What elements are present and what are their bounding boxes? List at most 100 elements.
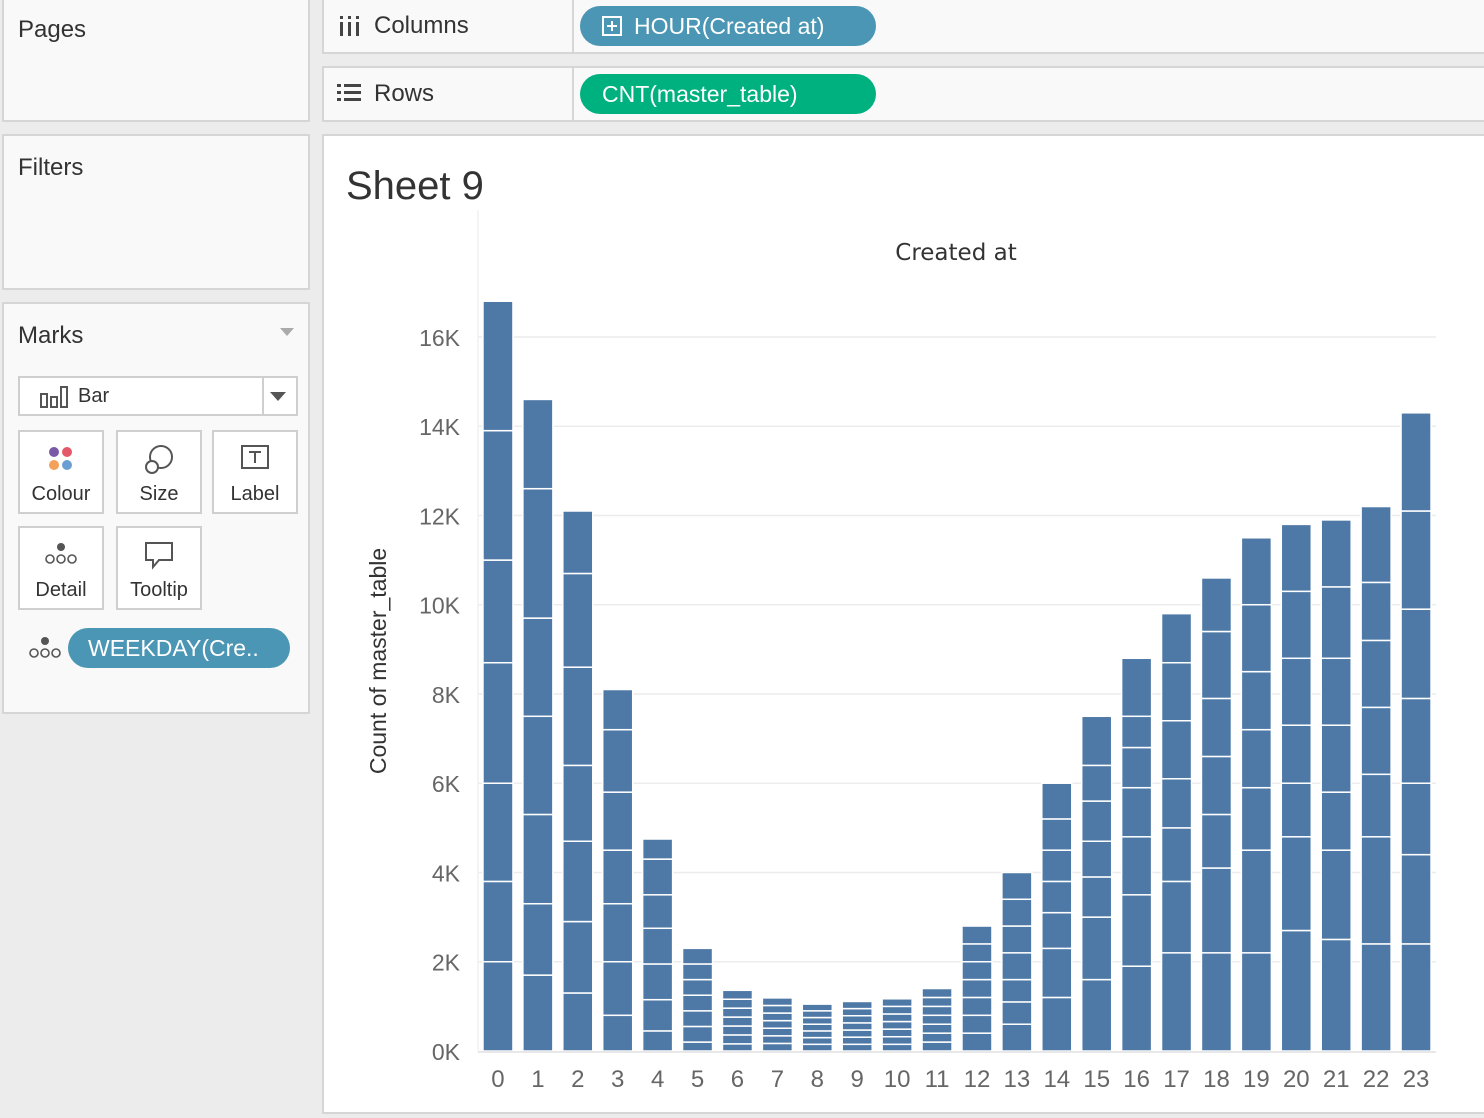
x-tick-label: 20: [1283, 1066, 1310, 1093]
bar-segment: [1280, 724, 1313, 784]
bar-segment: [1240, 603, 1273, 673]
bar-segment: [1360, 639, 1392, 709]
y-axis-title: Count of master_table: [365, 548, 391, 774]
bar-segment: [601, 960, 634, 1017]
x-tick-label: 16: [1123, 1066, 1150, 1093]
bar-segment: [1001, 871, 1033, 901]
bar-segment: [562, 510, 594, 575]
bar-segment: [841, 1007, 873, 1017]
colour-button[interactable]: Colour: [18, 430, 104, 514]
text-label-icon: [241, 445, 269, 469]
sheet-title: Sheet 9: [346, 164, 484, 208]
x-tick-label: 3: [611, 1066, 624, 1093]
tooltip-button[interactable]: Tooltip: [116, 526, 202, 610]
bar-segment: [1240, 728, 1273, 789]
expand-plus-icon[interactable]: [602, 16, 622, 36]
y-tick-label: 6K: [432, 771, 461, 797]
bar-segment: [601, 688, 634, 731]
bar-segment: [1041, 818, 1073, 851]
bar-segment: [1360, 581, 1392, 642]
x-tick-label: 1: [531, 1066, 544, 1093]
bar-segment: [522, 902, 554, 976]
bar-segment: [1080, 715, 1113, 767]
bar-segment: [841, 1022, 873, 1031]
colour-dots-icon: [49, 447, 72, 470]
bar-segment: [921, 1032, 953, 1043]
bar-segment: [641, 894, 674, 930]
x-tick-label: 9: [851, 1066, 864, 1093]
bar-segment: [801, 1023, 834, 1032]
bar-segment: [1200, 755, 1233, 816]
bar-segment: [681, 1010, 714, 1028]
x-tick-label: 8: [811, 1066, 824, 1093]
detail-button[interactable]: Detail: [18, 526, 104, 610]
label-button[interactable]: Label: [212, 430, 298, 514]
bar-segment: [1160, 719, 1193, 780]
x-tick-label: 19: [1243, 1066, 1270, 1093]
bar-segment: [1041, 880, 1073, 914]
bar-segment: [522, 715, 554, 816]
bar-segment: [1120, 657, 1153, 718]
bar-segment: [761, 1012, 794, 1022]
bar-segment: [601, 902, 634, 963]
filters-title: Filters: [18, 154, 84, 181]
bar-segment: [562, 992, 594, 1052]
bar-segment: [1160, 661, 1193, 722]
bar-segment: [1320, 849, 1352, 941]
bar-segment: [1120, 965, 1153, 1052]
bar-segment: [681, 1041, 714, 1052]
chevron-down-icon: [270, 392, 286, 401]
x-tick-label: 4: [651, 1066, 664, 1093]
bar-segment: [721, 1043, 754, 1052]
bar-segment: [921, 1041, 953, 1052]
y-tick-label: 16K: [419, 325, 461, 351]
bar-segment: [801, 1003, 834, 1012]
cnt-master-table-pill[interactable]: CNT(master_table): [580, 74, 876, 114]
detail-dots-icon: [45, 543, 77, 564]
mark-type-label: Bar: [78, 385, 110, 407]
rows-shelf[interactable]: Rows CNT(master_table): [322, 66, 1484, 122]
bar-segment: [881, 1005, 913, 1015]
weekday-detail-pill[interactable]: WEEKDAY(Cre..: [68, 628, 290, 668]
y-tick-label: 12K: [419, 503, 461, 529]
bar-segment: [562, 920, 594, 994]
bar-segment: [1001, 1001, 1033, 1025]
x-tick-label: 7: [771, 1066, 784, 1093]
bar-segment: [1400, 782, 1432, 856]
filters-card[interactable]: Filters: [2, 134, 310, 290]
bar-segment: [1360, 836, 1392, 945]
bar-segment: [1120, 786, 1153, 838]
bar-segment: [601, 791, 634, 851]
x-tick-label: 12: [964, 1066, 991, 1093]
bar-segment: [721, 1007, 754, 1018]
mark-type-dropdown[interactable]: Bar: [18, 376, 298, 416]
bar-segment: [1280, 782, 1313, 838]
bar-segment: [1120, 715, 1153, 749]
bar-segment: [1160, 952, 1193, 1052]
pages-card[interactable]: Pages: [2, 0, 310, 122]
bar-segment: [841, 1029, 873, 1038]
bar-chart-icon: [40, 386, 68, 408]
tooltip-label: Tooltip: [130, 579, 188, 601]
x-axis-title: Created at: [895, 240, 1016, 266]
size-button[interactable]: Size: [116, 430, 202, 514]
bar-segment: [761, 1019, 794, 1029]
bar-segment: [1160, 778, 1193, 829]
bar-segment: [641, 998, 674, 1032]
bar-segment: [1240, 952, 1273, 1052]
bar-segment: [1280, 590, 1313, 660]
bar-segment: [1001, 952, 1033, 981]
hour-created-at-pill[interactable]: HOUR(Created at): [580, 6, 876, 46]
bar-segment: [1360, 943, 1392, 1052]
bar-segment: [1320, 586, 1352, 660]
bar-segment: [681, 994, 714, 1012]
bar-segment: [1200, 867, 1233, 954]
x-tick-label: 23: [1403, 1066, 1430, 1093]
bar-segment: [1240, 849, 1273, 954]
bar-segment: [482, 782, 514, 883]
bar-segment: [881, 1035, 913, 1046]
bar-segment: [522, 813, 554, 905]
marks-menu-arrow-icon[interactable]: [280, 328, 294, 336]
columns-shelf[interactable]: Columns HOUR(Created at): [322, 0, 1484, 54]
